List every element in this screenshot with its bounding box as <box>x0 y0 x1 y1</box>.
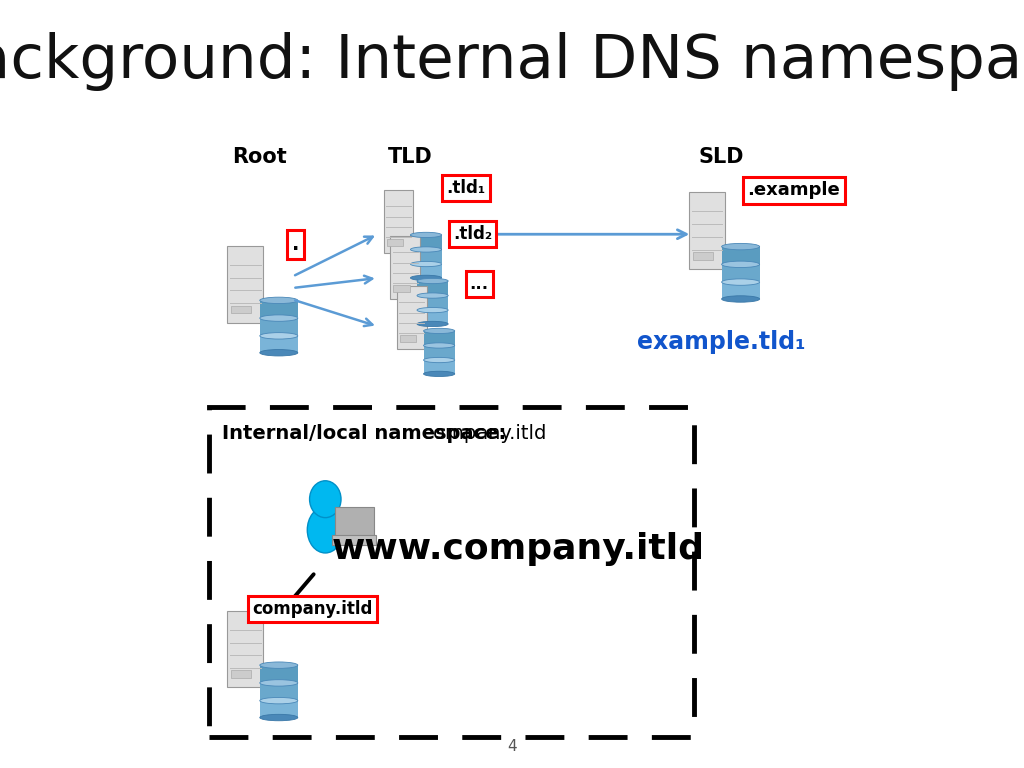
FancyBboxPatch shape <box>693 252 713 260</box>
Ellipse shape <box>417 293 449 298</box>
Bar <box>417 310 449 324</box>
FancyBboxPatch shape <box>689 192 725 269</box>
Text: ...: ... <box>470 275 488 293</box>
Ellipse shape <box>722 279 760 285</box>
Bar <box>722 282 760 299</box>
Ellipse shape <box>722 296 760 302</box>
Ellipse shape <box>424 357 455 362</box>
Text: company.itld: company.itld <box>416 425 546 443</box>
Text: Root: Root <box>232 147 287 167</box>
Bar <box>411 264 441 278</box>
Circle shape <box>309 481 341 518</box>
Bar <box>424 360 455 374</box>
FancyBboxPatch shape <box>227 246 263 323</box>
FancyBboxPatch shape <box>397 286 427 349</box>
Ellipse shape <box>411 232 441 237</box>
Text: .example: .example <box>748 181 840 200</box>
Text: .tld₂: .tld₂ <box>454 225 493 243</box>
FancyBboxPatch shape <box>400 336 416 342</box>
Ellipse shape <box>260 697 298 703</box>
Bar <box>260 300 298 317</box>
Ellipse shape <box>411 275 441 280</box>
Bar <box>260 683 298 700</box>
Ellipse shape <box>722 261 760 267</box>
Text: SLD: SLD <box>699 147 744 167</box>
Text: example.tld₁: example.tld₁ <box>637 329 806 354</box>
Ellipse shape <box>260 714 298 720</box>
Bar <box>417 281 449 295</box>
Ellipse shape <box>424 328 455 333</box>
Ellipse shape <box>260 662 298 668</box>
Bar <box>722 264 760 281</box>
Ellipse shape <box>260 315 298 321</box>
Text: 4: 4 <box>507 739 517 754</box>
Ellipse shape <box>411 261 441 266</box>
FancyBboxPatch shape <box>393 286 410 292</box>
Bar <box>260 336 298 353</box>
Ellipse shape <box>417 278 449 283</box>
Bar <box>722 247 760 263</box>
Bar <box>260 665 298 682</box>
FancyBboxPatch shape <box>390 237 420 300</box>
Ellipse shape <box>260 333 298 339</box>
Text: TLD: TLD <box>388 147 433 167</box>
Text: www.company.itld: www.company.itld <box>332 532 706 566</box>
Bar <box>260 700 298 717</box>
Bar <box>424 346 455 359</box>
Ellipse shape <box>307 507 343 553</box>
Text: .tld₁: .tld₁ <box>446 179 485 197</box>
FancyBboxPatch shape <box>227 611 263 687</box>
Ellipse shape <box>417 321 449 326</box>
Bar <box>411 250 441 263</box>
Ellipse shape <box>260 349 298 356</box>
FancyBboxPatch shape <box>231 306 251 313</box>
Text: Background: Internal DNS namespace: Background: Internal DNS namespace <box>0 32 1024 91</box>
FancyBboxPatch shape <box>384 190 414 253</box>
Ellipse shape <box>417 307 449 313</box>
FancyBboxPatch shape <box>387 240 403 246</box>
Bar <box>209 407 694 737</box>
FancyBboxPatch shape <box>335 507 375 538</box>
Ellipse shape <box>260 680 298 686</box>
Bar <box>417 296 449 310</box>
Ellipse shape <box>722 243 760 250</box>
Ellipse shape <box>424 371 455 376</box>
FancyBboxPatch shape <box>332 535 377 545</box>
FancyBboxPatch shape <box>231 670 251 678</box>
Bar <box>411 235 441 249</box>
Ellipse shape <box>424 343 455 348</box>
Bar <box>260 318 298 335</box>
Text: .: . <box>292 235 299 253</box>
Ellipse shape <box>411 247 441 252</box>
Ellipse shape <box>260 297 298 303</box>
Text: Internal/local namespace:: Internal/local namespace: <box>222 425 513 443</box>
Bar <box>424 331 455 345</box>
Text: company.itld: company.itld <box>252 600 373 618</box>
